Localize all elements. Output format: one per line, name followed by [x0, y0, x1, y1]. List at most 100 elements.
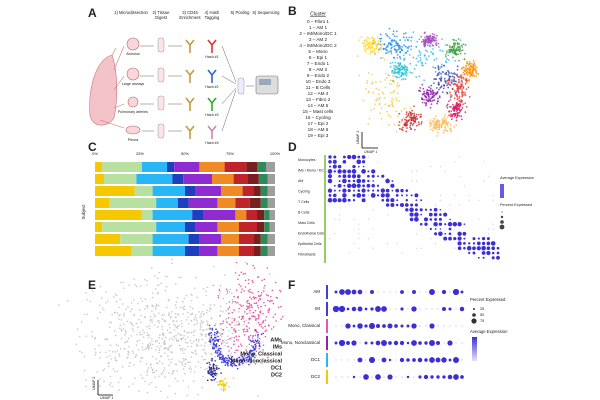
bar-segment — [257, 222, 265, 232]
dot — [390, 202, 395, 208]
umap-point — [230, 361, 232, 363]
umap-point — [362, 99, 365, 102]
umap-point — [420, 120, 423, 123]
umap-point — [393, 81, 396, 84]
umap-point — [206, 379, 209, 382]
umap-point — [257, 290, 260, 293]
umap-point — [126, 320, 129, 323]
umap-point — [385, 52, 387, 55]
umap-point — [130, 335, 133, 337]
dot — [352, 375, 356, 379]
dot — [454, 161, 456, 163]
umap-point — [175, 326, 178, 329]
umap-point — [447, 69, 449, 72]
umap-point — [432, 37, 434, 40]
bar-segment — [192, 210, 203, 220]
umap-point — [228, 338, 230, 341]
umap-point — [383, 58, 386, 61]
umap-point — [228, 290, 231, 293]
dot — [462, 231, 467, 236]
umap-point — [238, 360, 241, 363]
umap-point — [210, 378, 212, 381]
umap-point — [200, 315, 203, 317]
cluster-label: 8 – AM 3 — [309, 67, 328, 72]
umap-point — [271, 299, 273, 302]
umap-point — [146, 345, 149, 348]
umap-point — [250, 298, 253, 300]
umap-point — [446, 92, 449, 95]
umap-point — [391, 97, 394, 100]
umap-point — [263, 287, 265, 289]
dot — [444, 170, 446, 172]
umap-point — [386, 51, 389, 54]
umap-point — [216, 373, 218, 375]
umap-point — [234, 324, 236, 327]
umap-point — [222, 310, 224, 313]
umap-point — [221, 339, 224, 342]
umap-point — [146, 279, 148, 282]
umap-point — [450, 49, 453, 52]
dot — [449, 291, 451, 293]
umap-point — [385, 46, 388, 49]
umap-point — [246, 350, 248, 353]
umap-point — [225, 318, 227, 321]
umap-point — [264, 319, 267, 321]
umap-point — [459, 39, 462, 41]
umap-point — [390, 91, 392, 94]
umap-point — [472, 69, 475, 72]
bar-segment — [269, 222, 275, 232]
umap-point — [168, 313, 171, 316]
dot — [343, 184, 346, 187]
umap-point — [224, 377, 227, 380]
umap-point — [245, 261, 247, 264]
umap-point — [453, 46, 455, 49]
dot — [466, 245, 472, 251]
umap-point — [429, 42, 432, 45]
umap-point — [79, 336, 81, 338]
umap-point — [256, 304, 259, 307]
umap-point — [210, 335, 213, 337]
dot — [449, 218, 451, 221]
dot — [476, 241, 481, 246]
umap-point — [211, 329, 214, 331]
umap-point — [201, 355, 203, 358]
dot — [481, 236, 486, 241]
umap-point — [431, 96, 434, 98]
dot — [472, 251, 476, 255]
umap-point — [392, 30, 395, 33]
umap-point — [264, 284, 266, 287]
umap-point — [173, 336, 176, 339]
umap-point — [423, 98, 425, 101]
umap-point — [366, 82, 368, 84]
umap-point — [442, 87, 445, 90]
umap-point — [164, 275, 167, 278]
umap-point — [135, 353, 138, 356]
umap-point — [402, 74, 405, 76]
bar-segment — [253, 246, 261, 256]
umap-point — [373, 40, 376, 43]
umap-point — [369, 48, 372, 51]
umap-point — [154, 288, 157, 290]
umap-point — [218, 383, 221, 385]
umap-point — [442, 84, 445, 87]
umap-point — [206, 309, 208, 312]
umap-point — [237, 345, 240, 348]
umap-point — [449, 123, 452, 126]
dot — [383, 291, 385, 293]
dot — [365, 291, 367, 293]
dot — [443, 212, 448, 217]
umap-point — [441, 91, 444, 94]
tick-label: 100% — [270, 151, 281, 156]
dot — [417, 357, 423, 363]
umap-point — [227, 364, 229, 367]
dot — [401, 252, 403, 254]
bar-segment — [152, 234, 189, 244]
umap-point — [142, 349, 144, 351]
umap-point — [383, 97, 386, 99]
umap-point — [233, 358, 235, 361]
row-label: Mono, Classical — [288, 323, 320, 328]
dot — [356, 174, 361, 179]
umap-point — [174, 316, 177, 319]
umap-point — [169, 327, 171, 329]
